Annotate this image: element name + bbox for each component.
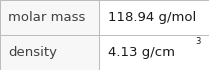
Bar <box>99 35 209 70</box>
Text: 118.94 g/mol: 118.94 g/mol <box>108 11 196 24</box>
Bar <box>0 35 99 70</box>
Text: density: density <box>8 46 57 59</box>
Bar <box>0 0 99 35</box>
Text: 3: 3 <box>195 38 200 46</box>
Bar <box>99 0 209 35</box>
Text: molar mass: molar mass <box>8 11 86 24</box>
Text: 4.13 g/cm: 4.13 g/cm <box>108 46 175 59</box>
